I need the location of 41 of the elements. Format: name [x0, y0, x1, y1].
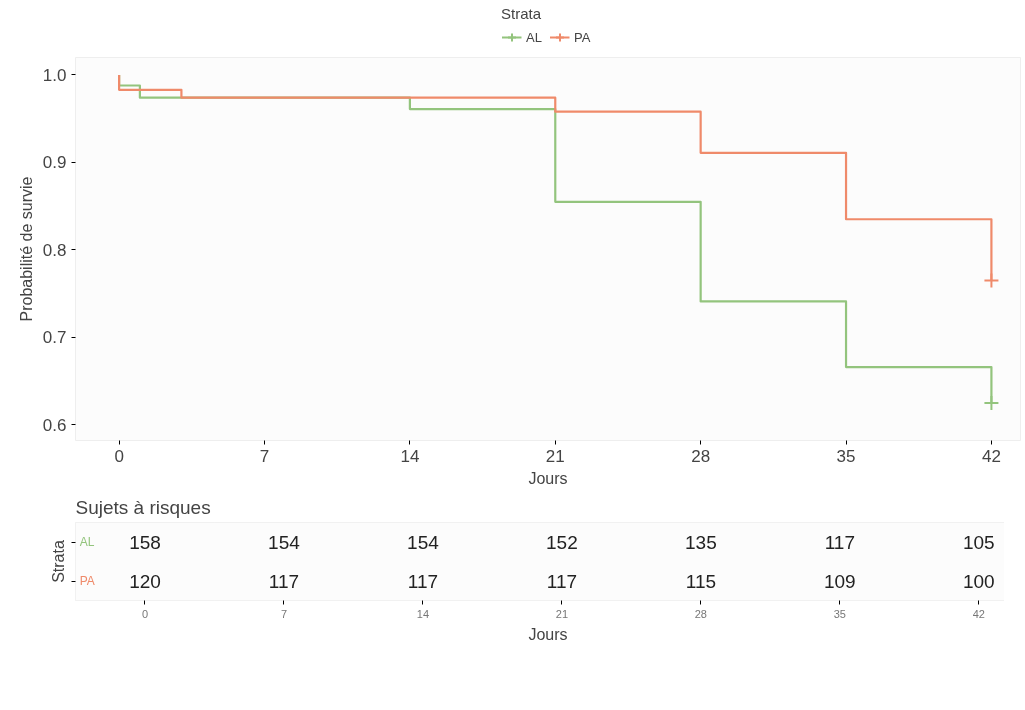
y-tick-label: 1.0 [42, 65, 67, 85]
x-tick-label: 14 [416, 607, 430, 620]
x-tick-label: 0 [141, 607, 149, 620]
x-tick-label: 21 [545, 446, 565, 466]
data-label: 117 [824, 531, 855, 553]
x-tick-label: 21 [555, 607, 569, 620]
x-tick-label: 7 [280, 607, 288, 620]
data-label: 152 [546, 531, 578, 553]
data-label: 117 [268, 570, 300, 592]
data-label: 158 [129, 531, 161, 553]
y-tick-label: 0.8 [42, 240, 67, 260]
data-label: 109 [823, 570, 856, 592]
legend-title: Strata [501, 5, 543, 22]
data-label: 154 [407, 531, 440, 553]
x-tick-label: 28 [694, 607, 707, 620]
y-tick-label: 0.7 [42, 328, 67, 348]
data-label: 117 [546, 570, 578, 592]
x-tick-label: 42 [972, 607, 985, 620]
x-tick-label: 0 [114, 446, 124, 466]
x-axis-title: Jours [528, 469, 568, 487]
x-tick-label: 35 [836, 446, 856, 466]
data-label: 117 [407, 570, 439, 592]
data-label: 105 [962, 531, 995, 553]
legend-label: AL [526, 29, 543, 45]
x-tick-label: 28 [691, 446, 711, 466]
y-tick-label: 0.6 [42, 415, 67, 435]
x-axis-title: Jours [528, 625, 568, 643]
data-label: 154 [268, 531, 301, 553]
legend-label: PA [574, 29, 592, 45]
y-axis-title: Probabilité de survie [17, 176, 35, 322]
data-label: 120 [129, 570, 161, 592]
y-tick-label: 0.9 [42, 153, 67, 173]
x-tick-label: 14 [400, 446, 420, 466]
data-label: 115 [685, 570, 717, 592]
x-tick-label: 7 [259, 446, 270, 466]
x-tick-label: 42 [981, 446, 1001, 466]
y-axis-title: Strata [49, 540, 67, 583]
data-label: 135 [685, 531, 717, 553]
chart-title: Sujets à risques [75, 496, 211, 518]
x-tick-label: 35 [833, 607, 846, 620]
data-label: 100 [962, 570, 995, 592]
